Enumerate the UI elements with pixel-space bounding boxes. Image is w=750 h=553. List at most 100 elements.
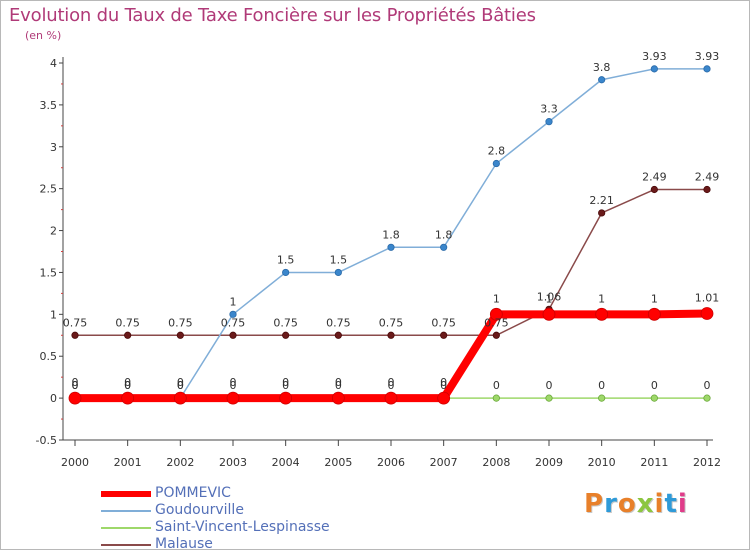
data-label-saint-vincent-lespinasse: 0 xyxy=(440,379,447,392)
data-label-pommevic: 1 xyxy=(493,292,500,305)
data-label-saint-vincent-lespinasse: 0 xyxy=(493,379,500,392)
data-point-goudourville xyxy=(440,243,448,251)
data-label-malause: 0.75 xyxy=(273,316,298,329)
data-label-goudourville: 1.5 xyxy=(330,253,348,266)
data-label-pommevic: 0 xyxy=(282,376,289,389)
legend-label-pommevic: POMMEVIC xyxy=(155,485,231,501)
data-point-malause xyxy=(387,331,395,339)
data-label-saint-vincent-lespinasse: 0 xyxy=(651,379,658,392)
legend-swatch-pommevic xyxy=(101,491,151,497)
x-axis-ticks: 2000 2001 2002 2003 2004 2005 2006 2007 2008 2009… xyxy=(61,440,721,469)
data-label-pommevic: 1.01 xyxy=(695,291,720,304)
y-tick-label: 2.5 xyxy=(40,183,58,196)
x-tick-label: 2008 xyxy=(482,456,510,469)
data-labels-layer: 0.75 0.75 0.75 0.75 0.75 0.75 0.75 0.75 0.75 1.06… xyxy=(63,50,720,392)
data-point-pommevic xyxy=(226,391,240,405)
data-label-malause: 0.75 xyxy=(63,316,88,329)
x-tick-label: 2007 xyxy=(430,456,458,469)
y-tick-label: 3.5 xyxy=(40,99,58,112)
data-label-saint-vincent-lespinasse: 0 xyxy=(282,379,289,392)
x-tick-label: 2012 xyxy=(693,456,721,469)
data-label-goudourville: 1.8 xyxy=(435,228,453,241)
data-label-saint-vincent-lespinasse: 0 xyxy=(546,379,553,392)
data-label-malause: 2.49 xyxy=(695,171,720,184)
data-label-malause: 0.75 xyxy=(115,316,140,329)
data-point-malause xyxy=(650,185,658,194)
y-tick-label: 1.5 xyxy=(40,266,58,279)
data-point-goudourville xyxy=(229,310,237,318)
data-point-pommevic xyxy=(437,391,451,405)
legend-label-goudourville: Goudourville xyxy=(155,502,244,518)
data-point-pommevic xyxy=(700,307,714,320)
legend-swatch-goudourville xyxy=(101,510,151,512)
data-label-pommevic: 1 xyxy=(598,292,605,305)
series-layer xyxy=(68,65,714,405)
data-point-pommevic xyxy=(542,307,556,321)
data-label-saint-vincent-lespinasse: 0 xyxy=(335,379,342,392)
y-axis-ticks: -0.5 0 0.5 1 1.5 2 2.5 3 3.5 4 xyxy=(36,57,63,447)
y-tick-label: 4 xyxy=(50,57,57,70)
data-label-pommevic: 1 xyxy=(546,292,553,305)
data-point-pommevic xyxy=(647,307,661,321)
data-point-malause xyxy=(492,331,500,339)
data-label-goudourville: 0 xyxy=(72,379,79,392)
data-point-goudourville xyxy=(545,118,553,126)
data-point-malause xyxy=(176,331,184,339)
x-tick-label: 2003 xyxy=(219,456,247,469)
axes xyxy=(62,57,713,441)
legend-label-malause: Malause xyxy=(155,536,213,552)
data-point-goudourville xyxy=(598,76,606,84)
data-label-pommevic: 0 xyxy=(388,376,395,389)
legend-swatch-saint-vincent-lespinasse xyxy=(101,527,151,529)
data-point-malause xyxy=(124,331,132,339)
y-tick-label: -0.5 xyxy=(36,434,57,447)
y-tick-label: 2 xyxy=(50,225,57,238)
data-label-pommevic: 0 xyxy=(124,376,131,389)
data-label-saint-vincent-lespinasse: 0 xyxy=(72,379,79,392)
data-point-pommevic xyxy=(121,391,135,405)
x-tick-label: 2009 xyxy=(535,456,563,469)
data-label-goudourville: 3.3 xyxy=(540,103,558,116)
data-label-saint-vincent-lespinasse: 0 xyxy=(598,379,605,392)
x-tick-label: 2011 xyxy=(640,456,668,469)
data-point-malause xyxy=(71,331,79,339)
data-label-goudourville: 3.8 xyxy=(593,61,611,74)
x-tick-label: 2002 xyxy=(166,456,194,469)
data-point-malause xyxy=(703,185,711,194)
x-tick-label: 2006 xyxy=(377,456,405,469)
data-label-malause: 0.75 xyxy=(168,316,193,329)
data-label-pommevic: 0 xyxy=(72,376,79,389)
data-point-goudourville xyxy=(492,159,500,168)
data-point-saint-vincent-lespinasse xyxy=(650,394,658,402)
y-tick-label: 3 xyxy=(50,141,57,154)
data-point-goudourville xyxy=(334,268,342,277)
data-label-pommevic: 0 xyxy=(335,376,342,389)
data-point-pommevic xyxy=(173,391,187,405)
data-label-goudourville: 3.93 xyxy=(642,50,667,63)
y-tick-label: 0 xyxy=(50,392,57,405)
data-label-goudourville: 0 xyxy=(177,379,184,392)
data-point-malause xyxy=(282,331,290,339)
y-tick-label: 0.5 xyxy=(40,350,58,363)
data-point-saint-vincent-lespinasse xyxy=(492,394,500,402)
data-label-malause: 1.06 xyxy=(537,290,562,303)
data-point-malause xyxy=(440,331,448,339)
data-label-saint-vincent-lespinasse: 0 xyxy=(230,379,237,392)
data-point-goudourville xyxy=(387,243,395,251)
data-label-saint-vincent-lespinasse: 0 xyxy=(177,379,184,392)
proxiti-logo: Proxiti xyxy=(584,489,688,519)
x-tick-label: 2004 xyxy=(272,456,300,469)
data-label-saint-vincent-lespinasse: 0 xyxy=(704,379,711,392)
data-label-pommevic: 1 xyxy=(651,292,658,305)
data-point-goudourville xyxy=(703,65,711,73)
data-point-saint-vincent-lespinasse xyxy=(703,394,711,402)
chart-title: Evolution du Taux de Taxe Foncière sur l… xyxy=(9,5,536,26)
data-point-malause xyxy=(598,209,606,217)
data-label-malause: 2.49 xyxy=(642,171,667,184)
data-label-malause: 0.75 xyxy=(326,316,351,329)
chart-subtitle: (en %) xyxy=(25,29,62,42)
data-point-goudourville xyxy=(650,65,658,73)
data-label-malause: 0.75 xyxy=(431,316,456,329)
data-point-pommevic xyxy=(68,391,82,405)
